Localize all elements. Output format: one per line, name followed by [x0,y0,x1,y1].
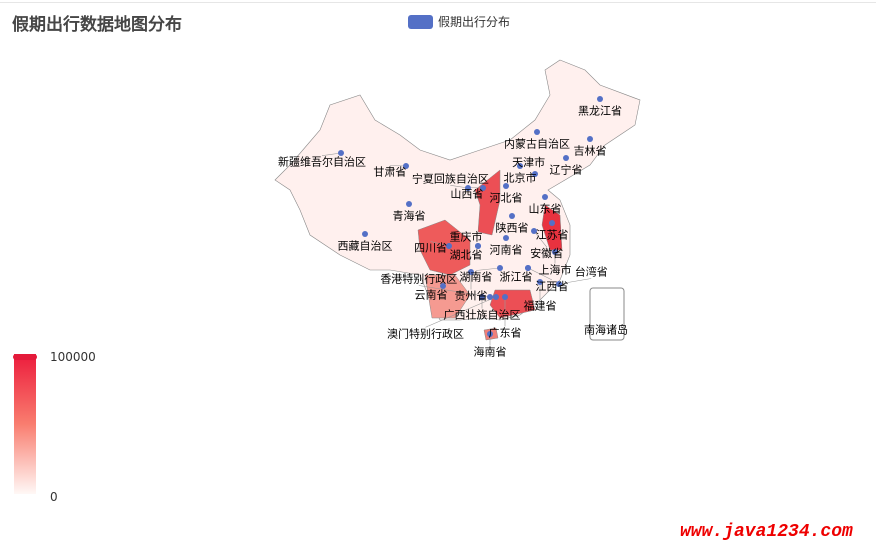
region-label: 西藏自治区 [338,239,393,253]
region-point[interactable] [587,136,593,142]
region-point[interactable] [502,294,508,300]
region-point[interactable] [525,265,531,271]
region-point[interactable] [563,155,569,161]
region-label: 北京市 [504,171,537,185]
region-point[interactable] [503,183,509,189]
region-point[interactable] [493,294,499,300]
region-point[interactable] [556,281,562,287]
region-point[interactable] [475,243,481,249]
region-label: 河南省 [490,244,523,257]
region-label: 辽宁省 [550,163,583,177]
region-point[interactable] [552,249,558,255]
region-point[interactable] [487,331,493,337]
visual-map-handle[interactable] [13,354,37,360]
region-label: 湖南省 [459,271,492,284]
visual-map-min: 0 [50,490,58,504]
region-point[interactable] [403,163,409,169]
region-label: 安徽省 [530,246,563,260]
region-label: 香港特别行政区 [380,272,457,286]
region-label: 河北省 [490,192,523,205]
region-label: 内蒙古自治区 [504,137,570,151]
visual-map[interactable]: 100000 0 [13,350,96,504]
region-label: 青海省 [393,209,426,223]
south-sea-islands-box [589,287,625,341]
region-point[interactable] [406,201,412,207]
region-guangdong [489,289,536,319]
region-point[interactable] [440,283,446,289]
label-leader-line [533,230,547,248]
region-point[interactable] [542,194,548,200]
region-label: 黑龙江省 [578,105,622,118]
label-leader-line [430,241,450,247]
region-label: 云南省 [415,289,448,302]
region-point[interactable] [509,213,515,219]
legend-swatch [408,14,433,29]
region-point[interactable] [446,243,452,249]
legend-label: 假期出行分布 [438,15,511,29]
region-label: 广西壮族自治区 [444,308,521,322]
visual-map-max: 100000 [50,350,96,364]
region-label: 宁夏回族自治区 [412,171,489,185]
label-leader-line [527,267,553,281]
region-point[interactable] [503,235,509,241]
label-leader-line [558,278,592,285]
region-label: 天津市 [512,155,545,169]
region-label: 新疆维吾尔自治区 [278,155,366,169]
region-label: 江西省 [535,280,568,293]
region-point[interactable] [532,171,538,177]
region-point[interactable] [531,228,537,234]
region-sichuan [417,219,471,276]
chart-title: 假期出行数据地图分布 [12,15,182,35]
region-point[interactable] [497,265,503,271]
visual-map-gradient [14,354,36,494]
region-label: 吉林省 [574,144,607,158]
region-label: 南海诸岛 [584,323,628,337]
watermark: www.java1234.com [680,522,853,542]
region-label: 台湾省 [575,265,608,279]
label-leader-line [321,152,342,156]
region-label: 贵州省 [455,290,488,303]
region-label: 上海市 [539,263,572,277]
region-point[interactable] [517,163,523,169]
top-divider [0,2,876,3]
region-point[interactable] [534,129,540,135]
label-leader-line [418,285,491,298]
region-point[interactable] [537,279,543,285]
region-label: 浙江省 [500,271,533,284]
region-label: 海南省 [474,345,507,359]
label-leader-line [425,296,497,328]
region-southwest [424,274,471,319]
region-label: 福建省 [524,299,557,313]
label-leader-line [475,267,501,271]
region-point[interactable] [338,150,344,156]
region-point[interactable] [487,294,493,300]
region-label: 四川省 [414,242,447,255]
region-point[interactable] [597,96,603,102]
region-label: 湖北省 [450,249,483,262]
region-point[interactable] [465,185,471,191]
region-label: 山西省 [450,188,483,201]
region-label: 重庆市 [450,229,483,243]
region-label: 江苏省 [536,229,569,242]
region-point[interactable] [362,231,368,237]
region-point[interactable] [479,294,485,300]
region-label: 甘肃省 [373,166,406,179]
region-label: 广东省 [489,327,522,340]
legend-item[interactable]: 假期出行分布 [408,13,510,30]
china-outline [274,59,641,321]
region-label: 陕西省 [496,221,529,235]
region-point[interactable] [549,220,555,226]
region-label: 山东省 [529,203,562,216]
region-label: 澳门特别行政区 [387,326,464,340]
region-point[interactable] [480,185,486,191]
region-point[interactable] [468,269,474,275]
